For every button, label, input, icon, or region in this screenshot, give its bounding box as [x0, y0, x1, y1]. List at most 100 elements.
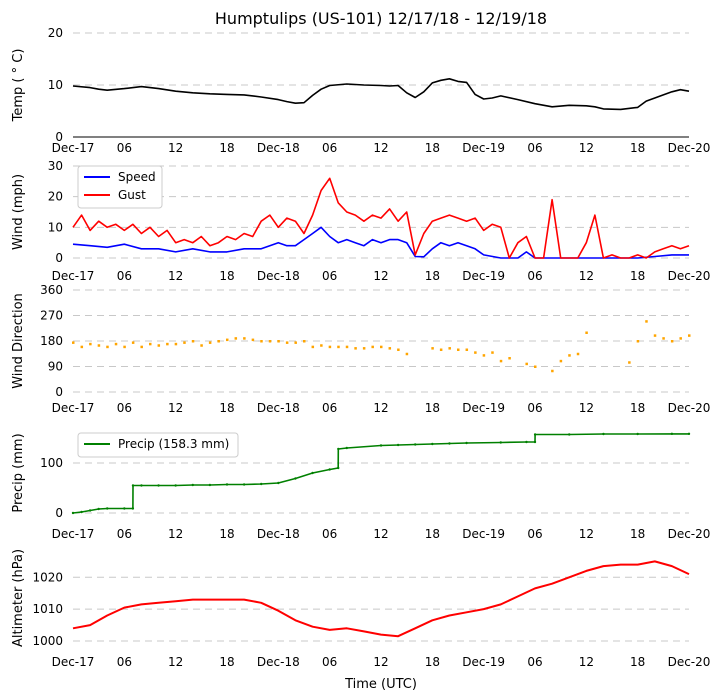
data-point: [106, 507, 109, 510]
data-point: [474, 351, 477, 354]
data-point: [371, 345, 374, 349]
data-point: [89, 342, 92, 346]
data-point: [585, 331, 588, 334]
data-point: [174, 484, 177, 487]
data-point: [662, 337, 665, 340]
x-tick-label: 06: [322, 527, 337, 541]
data-point: [226, 338, 229, 342]
x-tick-label: 12: [373, 269, 388, 283]
data-point: [260, 340, 263, 343]
x-tick-label: Dec-18: [257, 401, 300, 415]
y-tick-label: 0: [55, 130, 63, 144]
legend-label: Precip (158.3 mm): [118, 437, 229, 451]
x-tick-label: 06: [117, 269, 132, 283]
data-point: [208, 483, 212, 487]
x-tick-label: 12: [168, 141, 183, 155]
x-tick-label: 06: [322, 269, 337, 283]
x-tick-label: Dec-17: [52, 401, 95, 415]
data-point: [345, 446, 348, 450]
data-point: [405, 352, 409, 356]
x-tick-label: Dec-20: [668, 527, 711, 541]
data-point: [337, 466, 340, 470]
x-tick-label: 12: [579, 141, 594, 155]
x-tick-label: 06: [527, 269, 542, 283]
data-point: [225, 483, 229, 486]
data-point: [533, 433, 537, 436]
data-point: [97, 344, 101, 347]
x-tick-label: Dec-19: [462, 527, 505, 541]
x-tick-label: Dec-19: [462, 655, 505, 669]
data-point: [687, 432, 691, 436]
x-tick-label: Dec-20: [668, 141, 711, 155]
data-point: [311, 471, 314, 475]
x-tick-label: 06: [527, 401, 542, 415]
x-tick-label: 06: [322, 141, 337, 155]
y-axis-label: Precip (mm): [11, 433, 26, 512]
data-point: [157, 484, 160, 487]
x-tick-label: 18: [425, 141, 440, 155]
data-point: [131, 484, 135, 487]
x-tick-label: Dec-17: [52, 269, 95, 283]
data-point: [465, 348, 469, 351]
data-point: [431, 442, 434, 446]
x-tick-label: 12: [168, 401, 183, 415]
panel-wind_direction: 0 90 180 270 360 Wind Direction Dec-17 06 12 18 De…: [11, 283, 710, 415]
data-point: [328, 468, 331, 471]
data-point: [277, 340, 280, 343]
data-point: [628, 361, 631, 364]
data-point: [431, 347, 434, 350]
y-tick-label: 30: [48, 159, 63, 173]
data-point: [191, 340, 195, 343]
x-tick-label: 18: [425, 401, 440, 415]
y-tick-label: 10: [48, 220, 63, 234]
data-point: [88, 509, 92, 512]
x-tick-label: Dec-19: [462, 141, 505, 155]
data-point: [234, 337, 238, 340]
y-tick-label: 10: [48, 78, 63, 92]
series-line-altimeter: [72, 560, 690, 638]
data-point: [243, 337, 246, 340]
legend-frame: [77, 432, 239, 458]
x-tick-label: 12: [168, 527, 183, 541]
chart-title: Humptulips (US-101) 12/17/18 - 12/19/18: [215, 9, 547, 28]
data-point: [448, 347, 451, 350]
x-tick-label: 12: [373, 141, 388, 155]
y-tick-label: 0: [55, 506, 63, 520]
y-axis-label: Altimeter (hPa): [11, 549, 26, 647]
data-point: [636, 432, 639, 436]
y-tick-label: 270: [40, 309, 63, 323]
data-point: [551, 369, 554, 373]
data-point: [114, 342, 118, 346]
x-tick-label: 18: [630, 401, 645, 415]
data-point: [499, 359, 503, 363]
data-point: [533, 440, 537, 444]
data-point: [653, 334, 657, 337]
x-tick-label: 06: [322, 401, 337, 415]
data-point: [200, 344, 203, 347]
x-tick-label: 18: [630, 655, 645, 669]
data-point: [123, 345, 126, 349]
data-point: [525, 362, 528, 366]
data-point: [439, 348, 443, 351]
x-tick-label: 06: [117, 527, 132, 541]
y-tick-label: 20: [48, 26, 63, 40]
data-point: [602, 432, 605, 436]
data-point: [131, 341, 135, 344]
x-tick-label: 06: [117, 401, 132, 415]
data-point: [131, 507, 135, 510]
x-axis-label: Time (UTC): [344, 677, 417, 692]
data-point: [217, 340, 220, 343]
panel-temperature: 0 10 20 Temp ( ° C) Dec-17 06 12 18 Dec-18 06 12 18…: [11, 26, 710, 155]
data-point: [499, 441, 502, 444]
x-tick-label: 12: [168, 269, 183, 283]
data-point: [268, 340, 272, 343]
x-tick-label: Dec-18: [257, 269, 300, 283]
data-point: [482, 354, 486, 357]
y-tick-label: 20: [48, 190, 63, 204]
data-point: [251, 338, 255, 342]
data-point: [679, 337, 682, 340]
data-point: [670, 432, 674, 436]
panel-wind: 0 10 20 30 Wind (mph) Dec-17 06 12 18 Dec-18 06 12 1…: [11, 159, 710, 283]
data-point: [320, 344, 323, 347]
